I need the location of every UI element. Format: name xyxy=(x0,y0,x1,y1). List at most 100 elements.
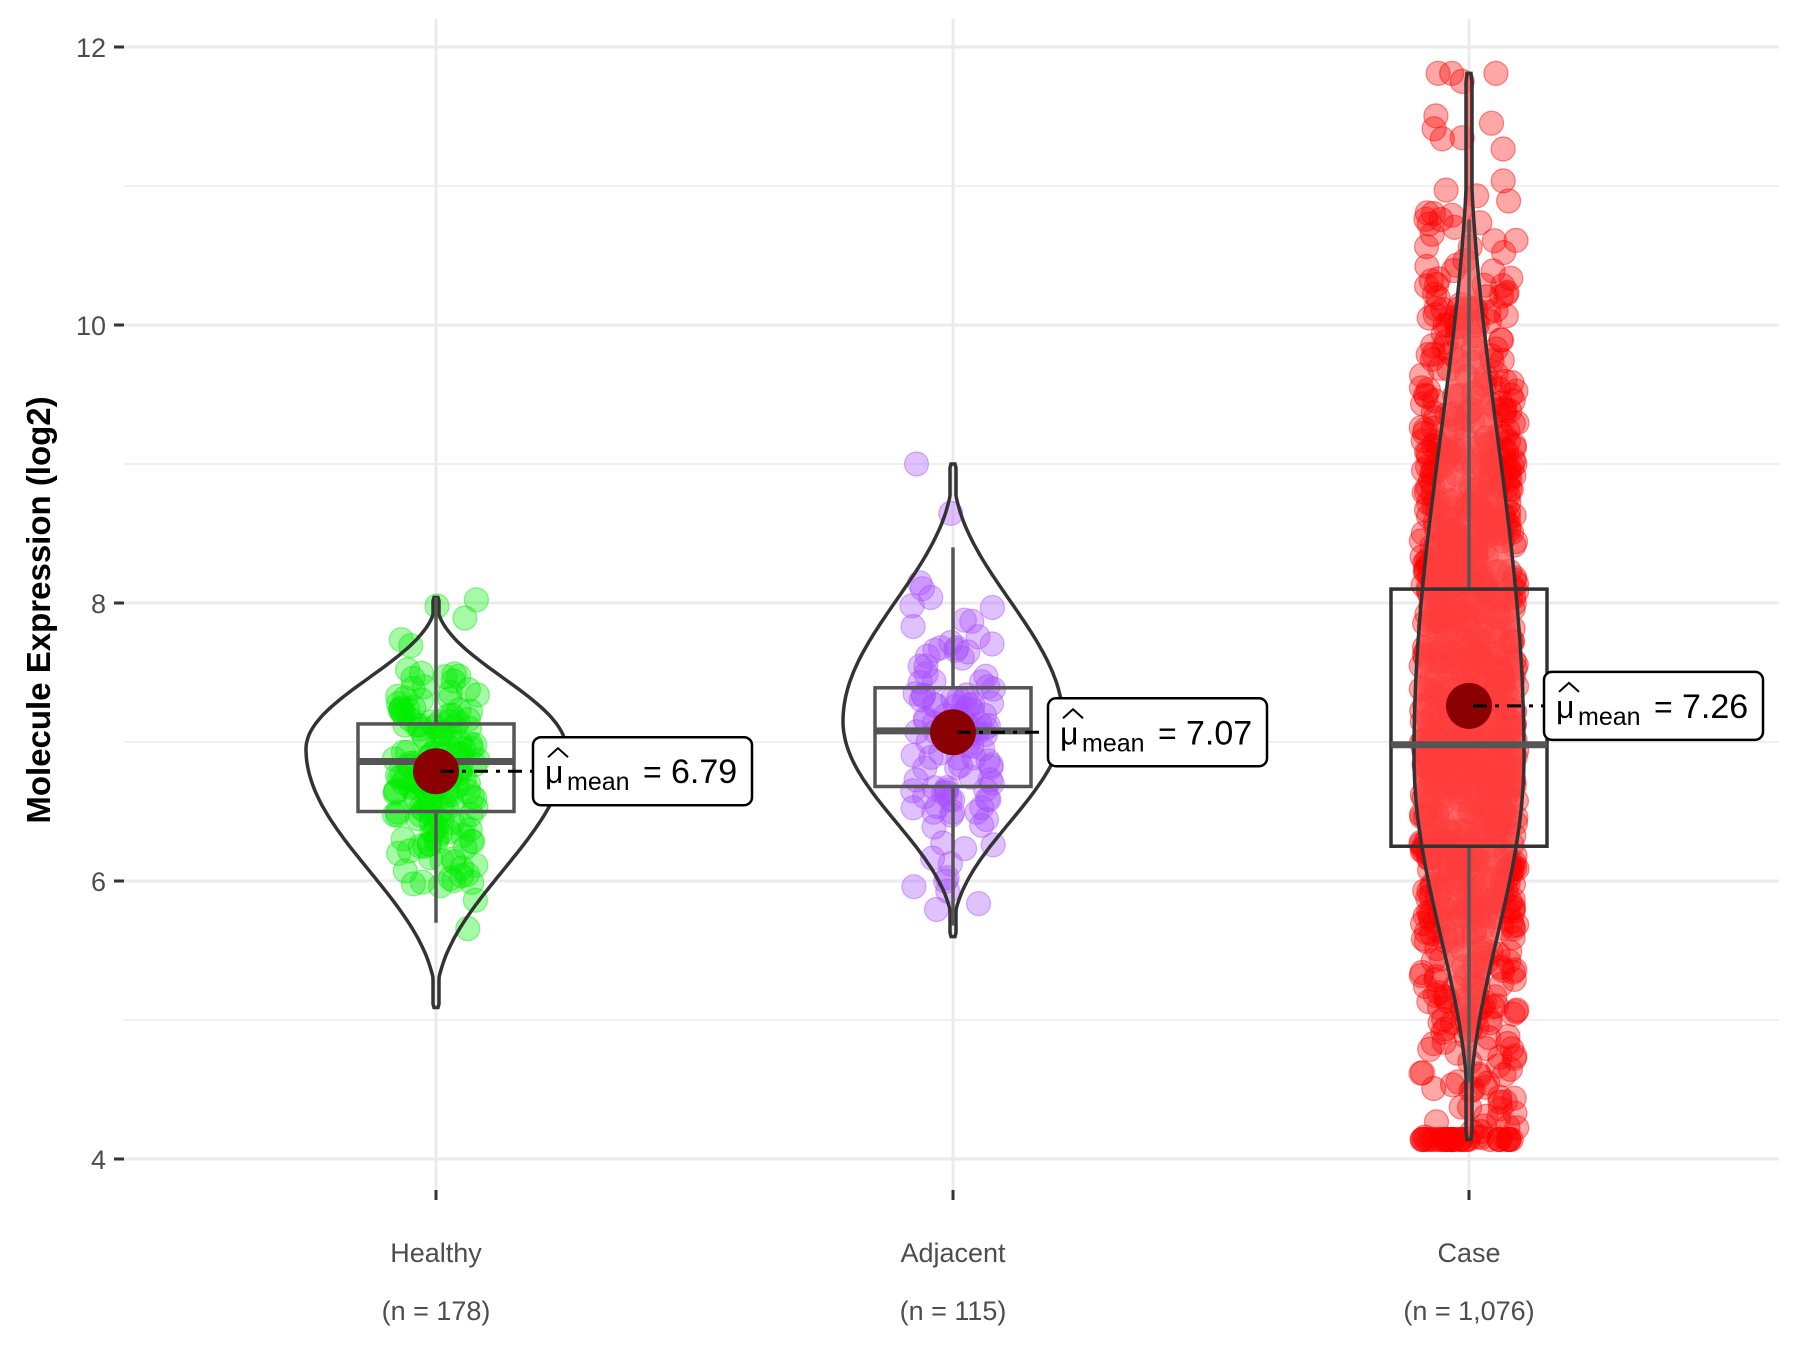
x-tick-label: Adjacent xyxy=(900,1238,1006,1268)
data-point xyxy=(913,653,939,679)
data-point xyxy=(1414,253,1440,279)
data-point xyxy=(390,770,416,796)
data-point xyxy=(1423,103,1449,129)
data-point xyxy=(1488,971,1515,997)
data-point xyxy=(1408,1060,1434,1086)
data-point xyxy=(944,754,970,781)
data-point xyxy=(1473,1103,1499,1129)
data-point xyxy=(429,848,455,874)
data-point xyxy=(1427,1126,1453,1153)
data-point xyxy=(1427,1009,1453,1036)
data-point xyxy=(1499,1036,1525,1062)
data-point xyxy=(463,852,489,878)
data-point xyxy=(1501,432,1527,458)
data-point xyxy=(1488,283,1515,309)
data-point xyxy=(1502,451,1528,477)
data-point xyxy=(914,643,941,669)
data-point xyxy=(973,776,999,803)
data-point xyxy=(978,690,1005,717)
data-point xyxy=(909,576,935,602)
data-point xyxy=(1486,1126,1512,1153)
data-point xyxy=(921,799,947,825)
jitter-points xyxy=(381,60,1530,1153)
data-point xyxy=(960,691,986,718)
box-adjacent xyxy=(873,686,1033,789)
data-point xyxy=(1490,136,1516,162)
equals-sign: = xyxy=(1654,689,1673,725)
data-point xyxy=(1432,1016,1458,1042)
data-point xyxy=(1408,415,1434,441)
data-point xyxy=(1434,1126,1460,1153)
data-point xyxy=(1411,420,1438,446)
data-point xyxy=(964,799,990,825)
data-point xyxy=(943,637,969,663)
data-point xyxy=(1495,1023,1521,1050)
data-point xyxy=(1422,1126,1448,1153)
data-point xyxy=(439,702,465,728)
data-point xyxy=(1413,1126,1439,1153)
data-point xyxy=(979,770,1005,796)
data-point xyxy=(1483,60,1509,87)
data-point xyxy=(1416,305,1442,331)
data-point xyxy=(1421,341,1447,367)
data-point xyxy=(449,855,475,881)
data-point xyxy=(968,812,995,838)
data-point xyxy=(970,736,996,762)
data-point xyxy=(1491,1062,1517,1088)
data-point xyxy=(1487,1089,1513,1115)
data-point xyxy=(913,661,939,687)
data-point xyxy=(382,780,408,807)
data-point xyxy=(1421,281,1448,307)
data-point xyxy=(1502,1100,1528,1126)
data-point xyxy=(1423,296,1449,322)
data-point xyxy=(1503,998,1529,1025)
data-point xyxy=(432,664,458,690)
data-point xyxy=(1439,1126,1466,1153)
data-point xyxy=(434,795,460,821)
data-point xyxy=(1409,910,1436,937)
data-point xyxy=(1430,1019,1456,1046)
data-point xyxy=(1496,1126,1522,1153)
data-point xyxy=(922,637,948,663)
data-point xyxy=(400,675,426,701)
data-point xyxy=(1409,391,1436,417)
y-tick-label: 6 xyxy=(91,867,106,897)
y-tick-label: 12 xyxy=(76,33,106,63)
data-point xyxy=(455,778,482,805)
data-point xyxy=(457,731,483,757)
data-point xyxy=(392,685,418,711)
data-point xyxy=(1413,928,1439,954)
data-point xyxy=(1438,1126,1465,1153)
data-point xyxy=(1425,285,1451,311)
mean-point xyxy=(930,709,976,756)
data-point xyxy=(408,795,434,821)
data-point xyxy=(1494,279,1520,305)
mean-subscript: mean xyxy=(1082,729,1145,757)
data-point xyxy=(401,694,427,721)
data-point xyxy=(1421,1075,1447,1102)
data-point xyxy=(1493,281,1519,307)
data-point xyxy=(944,635,970,661)
data-point xyxy=(978,754,1004,781)
data-point xyxy=(924,793,951,820)
violin-adjacent xyxy=(841,462,1065,939)
data-point xyxy=(1410,926,1437,952)
data-point xyxy=(463,795,489,821)
data-point xyxy=(454,861,480,887)
data-point xyxy=(460,828,486,855)
data-point xyxy=(1496,1126,1522,1153)
data-point xyxy=(979,594,1006,621)
data-point xyxy=(1410,428,1436,454)
data-point xyxy=(1422,302,1448,328)
data-point xyxy=(975,748,1001,774)
data-point xyxy=(408,687,434,713)
equals-sign: = xyxy=(643,754,662,790)
data-point xyxy=(1502,1043,1528,1069)
data-point xyxy=(955,639,981,665)
data-point xyxy=(921,814,947,840)
data-point xyxy=(1483,993,1510,1019)
data-point xyxy=(1493,1126,1520,1153)
data-point xyxy=(912,783,938,810)
data-point xyxy=(1493,303,1519,329)
data-point xyxy=(907,570,933,596)
